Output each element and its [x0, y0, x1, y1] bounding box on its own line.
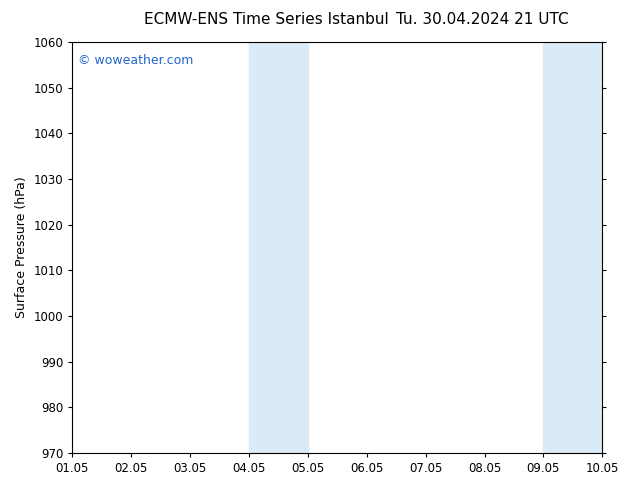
Y-axis label: Surface Pressure (hPa): Surface Pressure (hPa)	[15, 176, 28, 318]
Bar	[543, 42, 602, 453]
Text: Tu. 30.04.2024 21 UTC: Tu. 30.04.2024 21 UTC	[396, 12, 568, 27]
Text: ECMW-ENS Time Series Istanbul: ECMW-ENS Time Series Istanbul	[144, 12, 389, 27]
Text: © woweather.com: © woweather.com	[77, 54, 193, 68]
Bar	[249, 42, 308, 453]
